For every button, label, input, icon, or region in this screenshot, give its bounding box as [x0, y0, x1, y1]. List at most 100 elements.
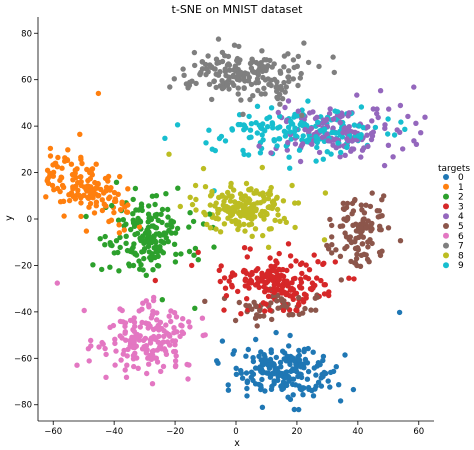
legend-label-4: 4	[458, 212, 464, 222]
point-class-0	[320, 357, 326, 364]
point-class-9	[288, 136, 294, 142]
point-class-0	[296, 406, 302, 413]
point-class-1	[59, 182, 66, 189]
point-class-1	[70, 186, 76, 192]
point-class-3	[221, 307, 227, 313]
point-class-6	[149, 312, 156, 318]
point-class-7	[213, 84, 219, 91]
point-class-1	[59, 165, 65, 171]
point-class-5	[367, 203, 374, 210]
point-class-0	[277, 359, 284, 366]
point-class-8	[260, 232, 266, 239]
point-class-8	[295, 200, 302, 206]
point-class-0	[282, 374, 288, 381]
point-class-2	[171, 241, 178, 247]
point-class-8	[189, 201, 196, 208]
point-class-3	[242, 283, 248, 289]
point-class-0	[280, 348, 286, 354]
point-class-2	[145, 239, 151, 246]
point-class-6	[103, 374, 109, 380]
point-class-8	[193, 196, 199, 203]
point-class-3	[314, 275, 320, 281]
point-class-7	[187, 79, 193, 86]
point-class-8	[236, 200, 242, 207]
point-class-2	[153, 193, 160, 199]
point-class-1	[119, 199, 125, 205]
point-class-3	[279, 284, 286, 290]
point-class-2	[140, 248, 147, 254]
point-class-0	[328, 369, 334, 376]
point-class-6	[146, 304, 152, 310]
point-class-1	[99, 197, 106, 203]
point-class-3	[218, 263, 224, 269]
legend-marker-8	[443, 252, 449, 259]
point-class-0	[256, 353, 262, 359]
point-class-9	[334, 109, 341, 115]
point-class-0	[273, 354, 279, 361]
point-class-3	[296, 301, 302, 307]
point-class-8	[215, 206, 221, 213]
point-class-8	[229, 193, 235, 199]
point-class-4	[411, 138, 417, 144]
point-class-0	[262, 354, 268, 360]
point-class-0	[304, 376, 311, 382]
point-class-6	[167, 342, 173, 348]
point-class-0	[333, 364, 339, 370]
point-class-7	[251, 69, 257, 75]
point-class-7	[268, 82, 274, 89]
point-class-7	[269, 64, 275, 70]
point-class-7	[245, 78, 252, 84]
point-class-7	[275, 95, 281, 102]
point-class-6	[112, 336, 118, 342]
point-class-7	[286, 68, 292, 74]
point-class-1	[78, 213, 84, 220]
point-class-7	[285, 74, 291, 80]
point-class-6	[160, 339, 167, 345]
point-class-5	[337, 253, 344, 259]
point-class-8	[223, 195, 229, 201]
legend-marker-7	[443, 242, 449, 249]
point-class-5	[290, 312, 296, 318]
point-class-8	[209, 188, 215, 195]
point-class-8	[212, 203, 218, 209]
point-class-1	[99, 207, 106, 214]
point-class-7	[248, 65, 255, 71]
point-class-3	[254, 275, 260, 281]
point-class-2	[155, 217, 161, 224]
point-class-4	[268, 150, 274, 156]
point-class-3	[235, 288, 241, 295]
y-ticks: −80 −60 −40 −20 0 20 40 60 80	[14, 29, 38, 411]
point-class-3	[244, 296, 250, 302]
point-class-7	[282, 89, 288, 95]
point-class-8	[192, 182, 199, 189]
point-class-4	[346, 110, 352, 116]
point-class-2	[136, 207, 142, 213]
point-class-0	[298, 361, 304, 368]
point-class-0	[327, 384, 333, 390]
point-class-8	[193, 207, 199, 213]
point-class-1	[93, 161, 99, 167]
point-class-5	[346, 236, 352, 243]
point-class-8	[257, 211, 264, 218]
point-class-4	[377, 88, 384, 94]
point-class-9	[391, 132, 398, 138]
point-class-6	[168, 308, 174, 314]
point-class-0	[312, 386, 318, 392]
point-class-8	[228, 180, 234, 187]
point-class-2	[164, 222, 170, 228]
point-class-7	[279, 96, 286, 102]
point-class-2	[115, 217, 122, 223]
point-class-9	[229, 126, 235, 132]
point-class-6	[173, 353, 179, 359]
point-class-0	[310, 393, 317, 399]
point-class-0	[313, 372, 319, 378]
point-class-0	[278, 364, 284, 370]
point-class-4	[314, 114, 320, 121]
point-class-1	[87, 169, 93, 176]
point-class-6	[131, 315, 137, 321]
point-class-0	[310, 349, 316, 355]
point-class-6	[137, 324, 143, 330]
point-class-7	[255, 87, 261, 94]
point-class-2	[172, 230, 179, 236]
